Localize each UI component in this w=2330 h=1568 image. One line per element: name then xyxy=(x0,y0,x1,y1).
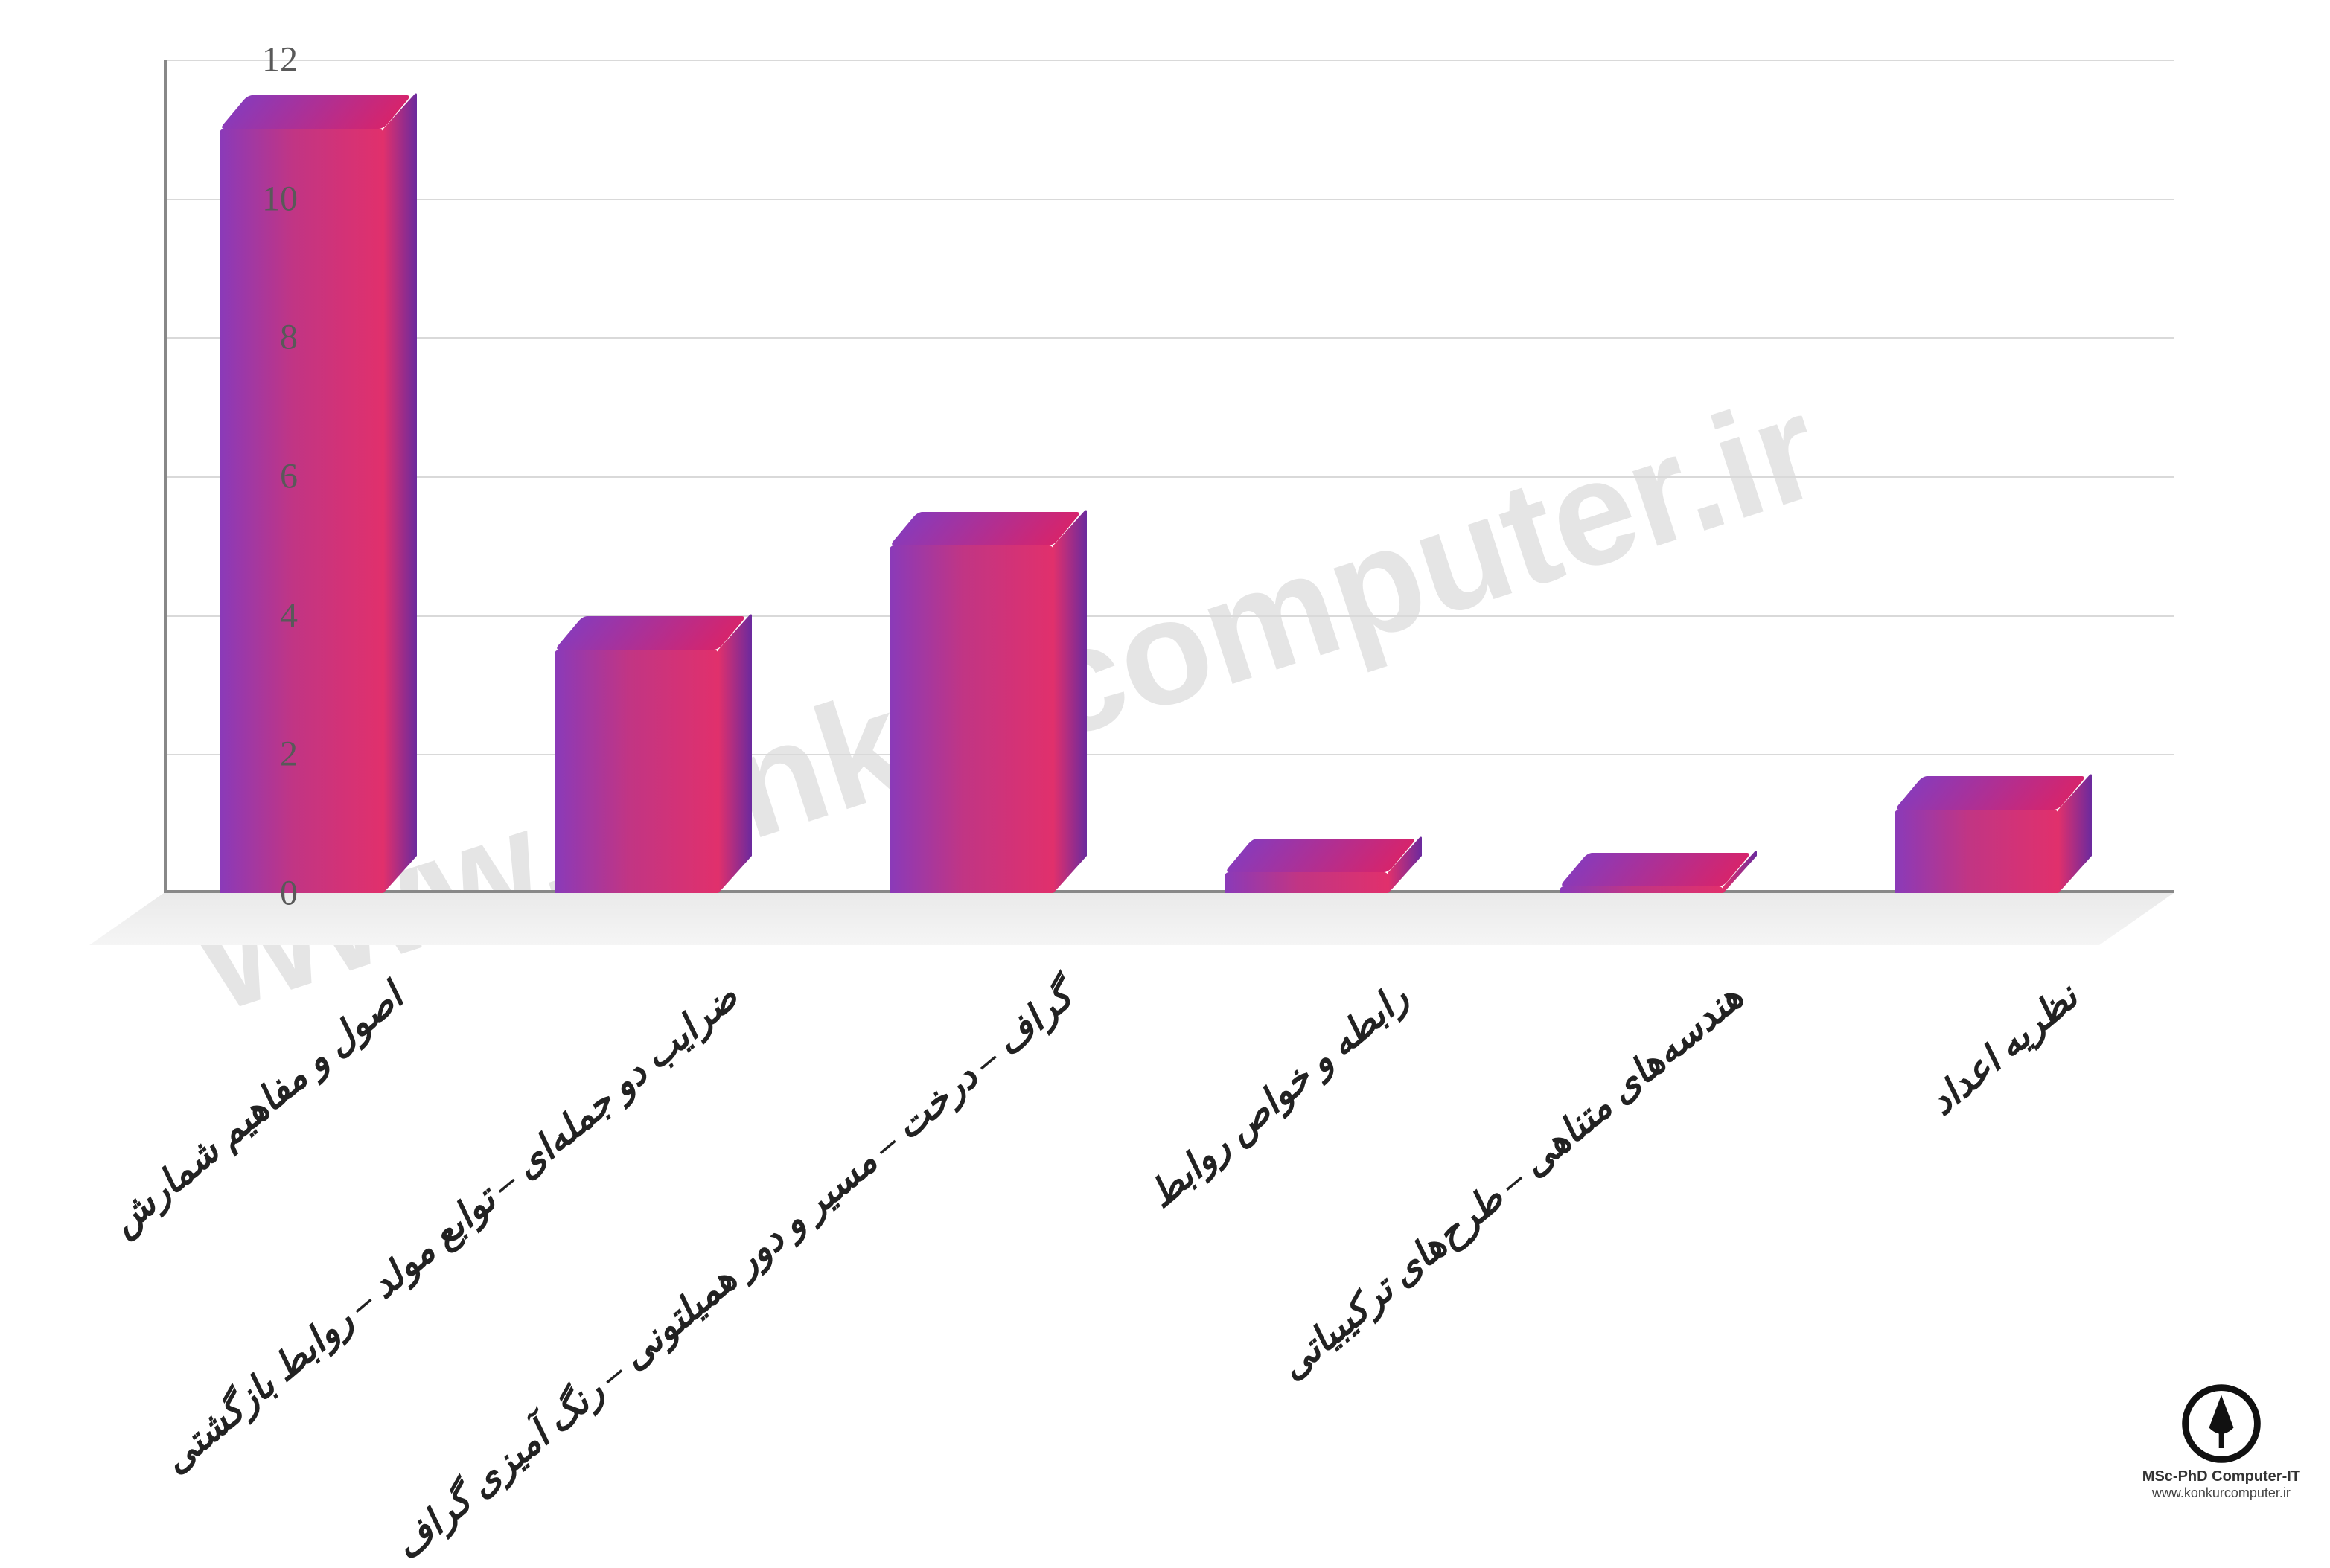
bar-side xyxy=(1053,508,1087,893)
bar-side xyxy=(383,92,417,893)
bar-top xyxy=(1225,839,1417,872)
pen-logo-icon xyxy=(2180,1383,2262,1465)
bars-layer xyxy=(164,60,2174,893)
bar-top xyxy=(1560,853,1752,886)
chart-container: www.konkurcomputer.ir 024681012 اصول و م… xyxy=(74,37,2233,1377)
ytick-label: 2 xyxy=(223,734,298,775)
footer-line1: MSc-PhD Computer-IT xyxy=(2142,1468,2300,1485)
bar-front xyxy=(1225,872,1388,893)
bar-top xyxy=(1895,776,2087,810)
bar-front xyxy=(1560,886,1723,893)
ytick-label: 4 xyxy=(223,595,298,636)
bar-front xyxy=(1895,810,2058,893)
bar-top xyxy=(555,616,747,650)
ytick-label: 0 xyxy=(223,873,298,914)
footer-logo-block: MSc-PhD Computer-IT www.konkurcomputer.i… xyxy=(2142,1383,2300,1501)
bar-top xyxy=(890,512,1082,545)
bar-side xyxy=(718,612,752,893)
bar-front xyxy=(890,545,1053,893)
bar-front xyxy=(220,129,383,893)
ytick-label: 6 xyxy=(223,456,298,497)
chart-floor xyxy=(89,893,2174,945)
bar-top xyxy=(220,95,412,129)
footer-line2: www.konkurcomputer.ir xyxy=(2142,1485,2300,1501)
ytick-label: 12 xyxy=(223,39,298,80)
ytick-label: 10 xyxy=(223,178,298,219)
bar-front xyxy=(555,650,718,893)
ytick-label: 8 xyxy=(223,317,298,358)
